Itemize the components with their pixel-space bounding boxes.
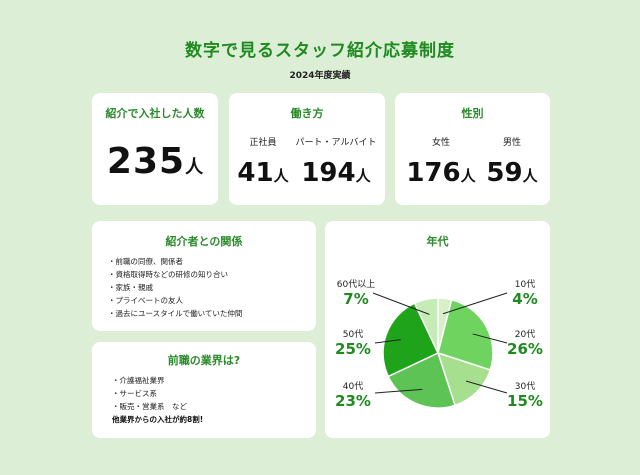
age-label-50s: 50代 25% — [335, 330, 371, 358]
work-style-card: 働き方 正社員 41人 パート・アルバイト 194人 — [229, 93, 385, 205]
female-label: 女性 — [431, 138, 450, 148]
page-subtitle: 2024年度実績 — [289, 71, 351, 81]
gender-male: 男性 59人 — [481, 135, 543, 188]
relation-card: 紹介者との関係 ・前職の同僚、関係者 ・資格取得時などの研修の知り合い ・家族・… — [92, 221, 316, 331]
age-label-10s: 10代 4% — [512, 280, 538, 308]
pie-leader-line-2 — [465, 380, 508, 394]
list-item: ・資格取得時などの研修の知り合い — [108, 270, 228, 279]
relation-list: ・前職の同僚、関係者 ・資格取得時などの研修の知り合い ・家族・親戚 ・プライベ… — [108, 255, 242, 320]
pie-leader-line-0 — [442, 292, 508, 315]
gender-card: 性別 女性 176人 男性 59人 — [395, 93, 550, 205]
age-title: 年代 — [426, 235, 449, 248]
referral-count-title: 紹介で入社した人数 — [105, 107, 205, 120]
previous-industry-title: 前職の業界は? — [167, 354, 241, 367]
list-item: ・サービス系 — [112, 389, 157, 398]
age-label-60s-plus: 60代以上 7% — [336, 280, 376, 308]
pie-leader-line-3 — [374, 388, 423, 394]
work-style-fulltime: 正社員 41人 — [235, 135, 291, 188]
page-title: 数字で見るスタッフ紹介応募制度 — [185, 41, 455, 61]
age-label-40s: 40代 23% — [335, 382, 371, 410]
referral-count-unit: 人 — [185, 157, 204, 178]
work-style-parttime: パート・アルバイト 194人 — [291, 135, 381, 188]
age-label-20s: 20代 26% — [507, 330, 543, 358]
pie-leader-line-1 — [472, 333, 508, 344]
fulltime-label: 正社員 — [249, 138, 277, 148]
parttime-value: 194 — [301, 158, 356, 188]
gender-female: 女性 176人 — [403, 135, 479, 188]
pie-leader-line-5 — [372, 292, 430, 315]
pie-slice-3 — [387, 351, 456, 409]
list-item: ・プライベートの友人 — [108, 296, 183, 305]
age-label-30s: 30代 15% — [507, 382, 543, 410]
parttime-unit: 人 — [355, 167, 371, 185]
male-unit: 人 — [522, 167, 538, 185]
list-item: ・介護福祉業界 — [112, 376, 165, 385]
fulltime-value: 41 — [237, 158, 274, 188]
referral-count-value: 235 — [106, 141, 186, 182]
list-item: ・家族・親戚 — [108, 283, 153, 292]
work-style-title: 働き方 — [290, 107, 324, 120]
fulltime-unit: 人 — [273, 167, 289, 185]
age-pie-chart — [372, 292, 508, 409]
list-item: ・前職の同僚、関係者 — [108, 257, 183, 266]
pie-slice-1 — [437, 298, 494, 371]
pie-leader-line-4 — [374, 339, 401, 344]
pie-slice-5 — [413, 297, 439, 354]
female-unit: 人 — [460, 167, 476, 185]
list-item: ・過去にユースタイルで働いていた仲間 — [108, 309, 243, 318]
previous-industry-list: ・介護福祉業界 ・サービス系 ・販売・営業系 など — [112, 374, 187, 413]
relation-title: 紹介者との関係 — [165, 235, 243, 248]
age-card: 年代 10代 4% 20代 26% 30代 15% 40代 23% 50代 25… — [325, 221, 550, 438]
male-label: 男性 — [502, 138, 521, 148]
female-value: 176 — [406, 158, 461, 188]
parttime-label: パート・アルバイト — [295, 138, 377, 148]
previous-industry-card: 前職の業界は? ・介護福祉業界 ・サービス系 ・販売・営業系 など 他業界からの… — [92, 342, 316, 438]
previous-industry-note: 他業界からの入社が約8割! — [112, 415, 204, 424]
male-value: 59 — [486, 158, 523, 188]
referral-count-card: 紹介で入社した人数 235人 — [92, 93, 218, 205]
list-item: ・販売・営業系 など — [112, 402, 187, 411]
gender-title: 性別 — [461, 107, 484, 120]
